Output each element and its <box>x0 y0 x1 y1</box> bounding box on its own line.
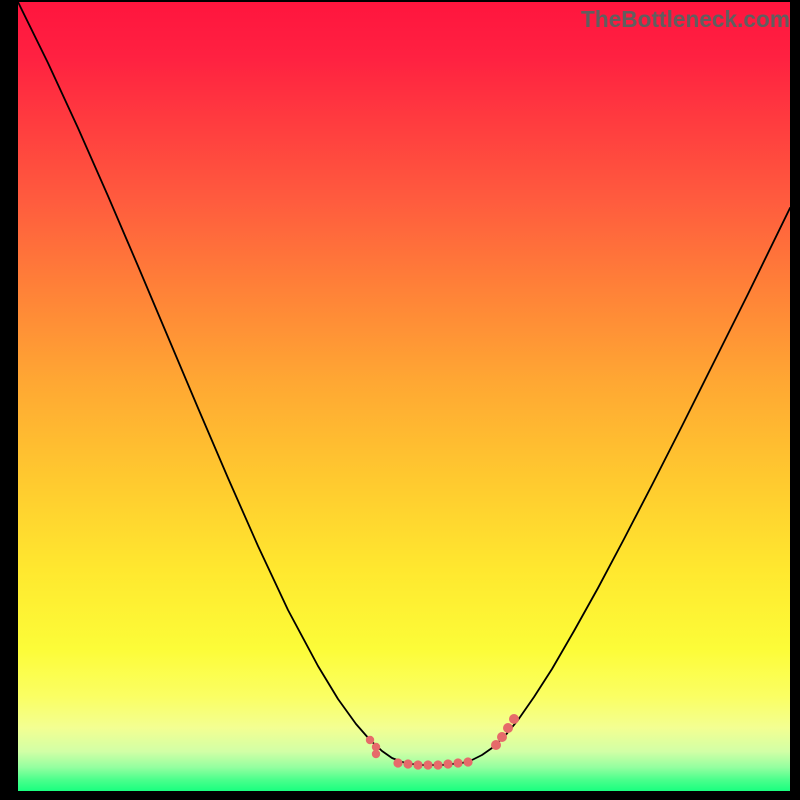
data-marker <box>443 759 452 768</box>
plot-area <box>18 2 790 791</box>
data-marker <box>366 736 374 744</box>
data-marker <box>463 757 472 766</box>
chart-svg <box>18 2 790 791</box>
watermark-label: TheBottleneck.com <box>581 6 790 33</box>
bottleneck-curve <box>18 2 790 765</box>
data-marker <box>423 760 432 769</box>
data-marker <box>403 759 412 768</box>
data-marker <box>509 714 519 724</box>
data-marker <box>372 750 380 758</box>
data-marker <box>413 760 422 769</box>
data-marker <box>433 760 442 769</box>
data-marker <box>453 758 462 767</box>
data-marker <box>497 732 507 742</box>
data-marker <box>393 758 402 767</box>
bottleneck-chart: TheBottleneck.com <box>0 0 800 800</box>
data-marker <box>503 723 513 733</box>
marker-group <box>366 714 519 770</box>
data-marker <box>491 740 501 750</box>
